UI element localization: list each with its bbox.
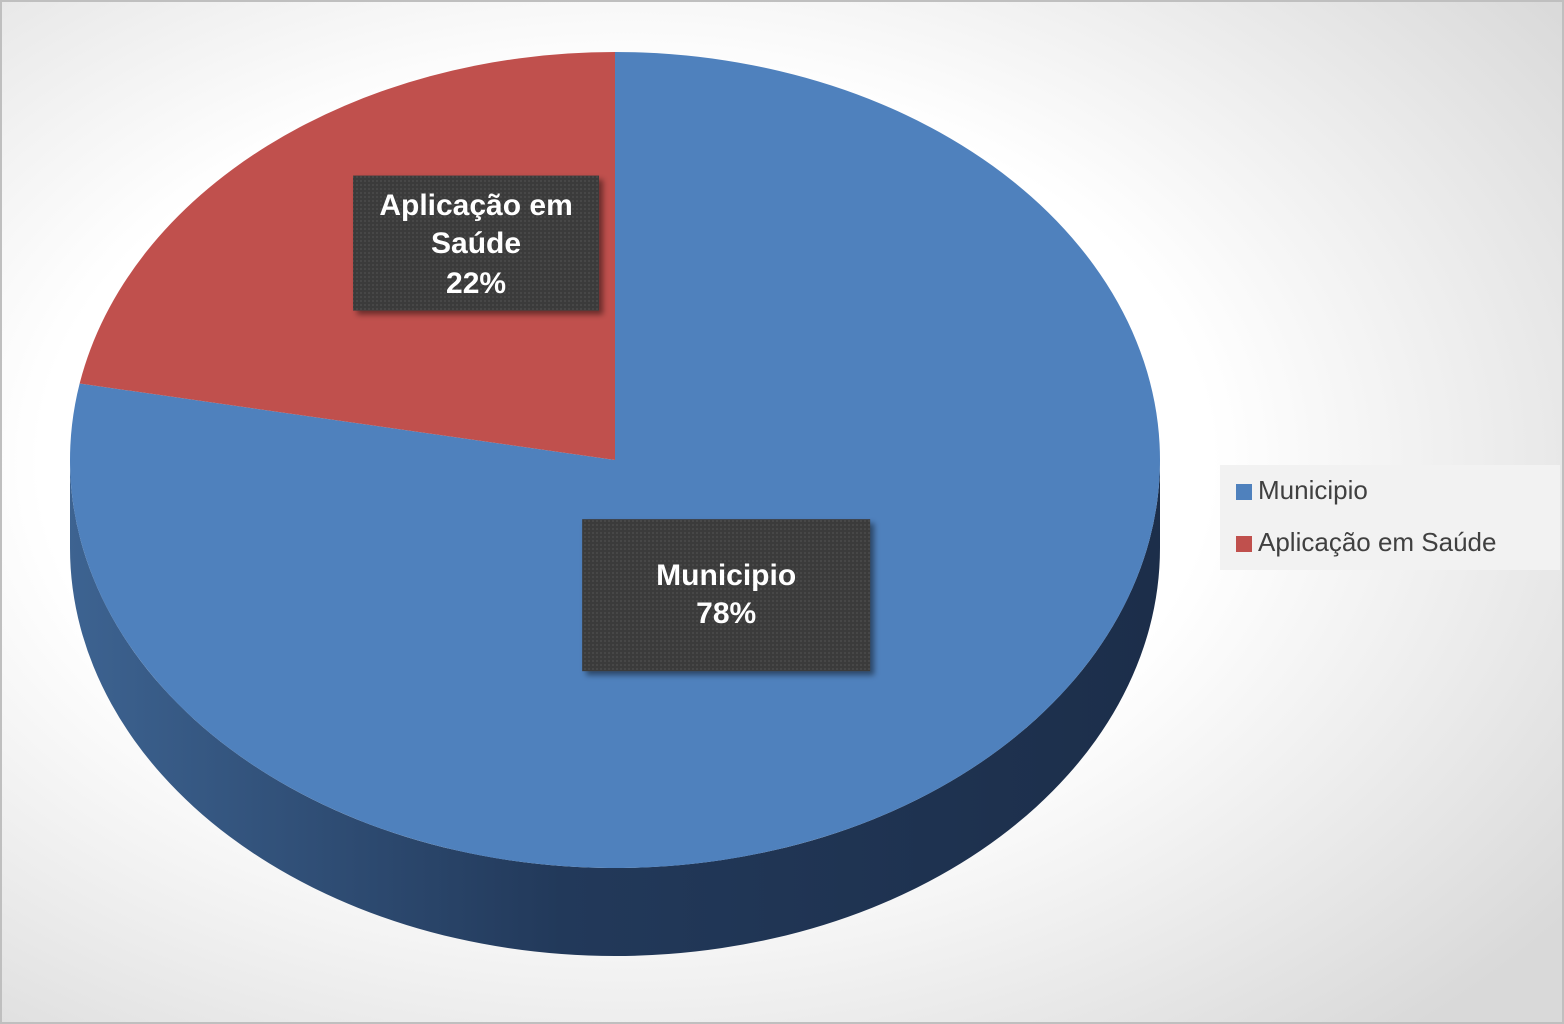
data-label-line: Saúde [431,227,521,260]
legend-swatch [1236,536,1252,552]
data-label-box [353,175,600,311]
pie-side [70,460,1160,956]
pie-slice [69,52,1161,869]
data-label-value: 78% [696,597,756,630]
data-label-box [582,519,871,672]
data-label-line: Aplicação em [379,189,572,222]
legend-label: Municipio [1258,475,1368,505]
data-label: Aplicação em Saúde 22% [379,189,572,300]
legend-swatch [1236,484,1252,500]
data-label-value: 22% [446,267,506,300]
legend-box [1220,465,1560,570]
pie-slice [79,52,616,460]
data-label-name: Aplicação em Saúde [379,189,572,260]
data-label: Municipio 78% [656,559,796,630]
legend-label: Aplicação em Saúde [1258,527,1496,557]
data-label-name: Municipio [656,559,796,592]
